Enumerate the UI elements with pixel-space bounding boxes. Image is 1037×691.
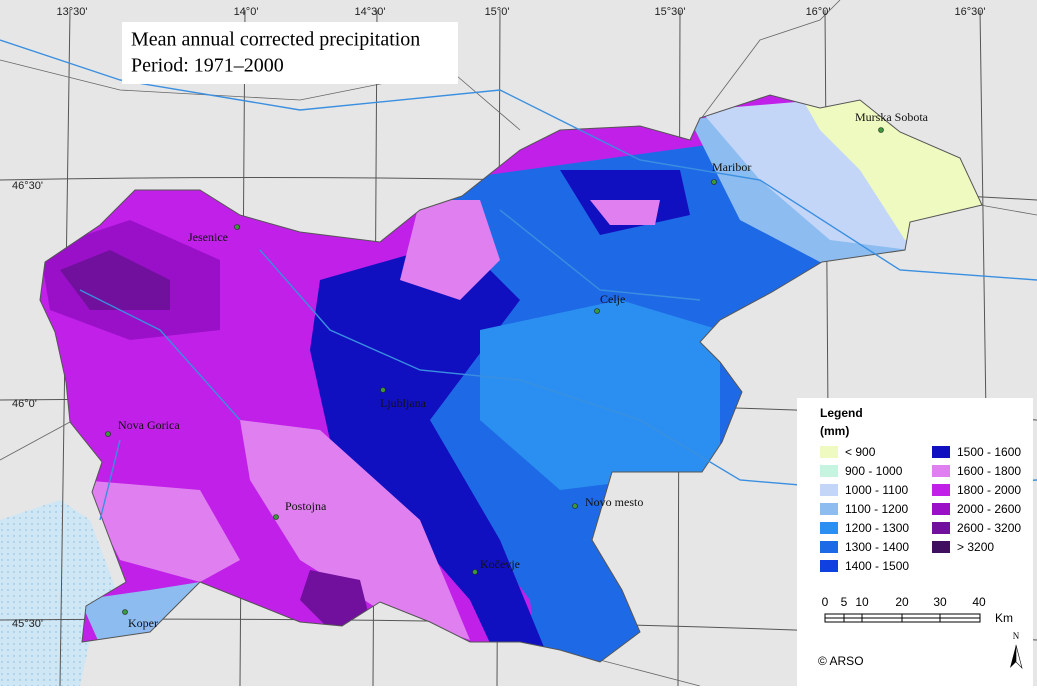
legend-label: 1000 - 1100: [845, 483, 908, 497]
city-label: Ljubljana: [380, 396, 427, 410]
legend-unit: (mm): [820, 424, 849, 438]
legend-label: < 900: [845, 445, 876, 459]
city-label: Novo mesto: [585, 495, 643, 509]
city-label: Kočevje: [480, 557, 520, 571]
legend-swatch: [932, 446, 950, 458]
city-marker: [380, 387, 386, 393]
title: Mean annual corrected precipitation: [131, 29, 420, 51]
copyright: © ARSO: [818, 654, 864, 668]
latitude-label: 46°0': [12, 398, 37, 410]
precipitation-zone: [300, 570, 370, 630]
legend-label: 1600 - 1800: [957, 464, 1021, 478]
scale-label: 5: [841, 595, 848, 609]
legend-label: 1300 - 1400: [845, 540, 909, 554]
city-label: Murska Sobota: [855, 110, 929, 124]
scale-bar: [824, 613, 981, 623]
city-marker: [122, 609, 128, 615]
legend-label: 1100 - 1200: [845, 502, 908, 516]
longitude-label: 14°0': [234, 6, 259, 18]
scale-label: 0: [822, 595, 829, 609]
city-marker: [234, 224, 240, 230]
legend-swatch: [820, 465, 838, 477]
city-label: Koper: [128, 616, 158, 630]
legend-swatch: [820, 484, 838, 496]
north-arrow: [1015, 644, 1023, 669]
legend-swatch: [820, 503, 838, 515]
city-marker: [572, 503, 578, 509]
legend-swatch: [932, 503, 950, 515]
legend-label: 2000 - 2600: [957, 502, 1021, 516]
country-border: [39, 94, 983, 663]
city-label: Postojna: [285, 499, 327, 513]
longitude-label: 13°30': [57, 6, 88, 18]
city-label: Nova Gorica: [118, 418, 180, 432]
longitude-label: 15°30': [655, 6, 686, 18]
city-marker: [472, 569, 478, 575]
north-arrow: [1010, 645, 1016, 668]
precipitation-zone: [480, 300, 720, 490]
city-marker: [105, 431, 111, 437]
scale-label: Km: [995, 611, 1013, 625]
north-label: N: [1013, 631, 1020, 641]
longitude-label: 14°30': [355, 6, 386, 18]
legend-label: > 3200: [957, 540, 994, 554]
legend-swatch: [932, 541, 950, 553]
legend-label: 1200 - 1300: [845, 521, 909, 535]
city-marker: [273, 514, 279, 520]
longitude-label: 16°30': [955, 6, 986, 18]
longitude-label: 15°0': [485, 6, 510, 18]
longitude-label: 16°0': [806, 6, 831, 18]
precipitation-zone: [590, 200, 660, 225]
city-label: Maribor: [712, 160, 751, 174]
legend-swatch: [932, 522, 950, 534]
legend-swatch: [820, 522, 838, 534]
legend-swatch: [820, 560, 838, 572]
legend-swatch: [820, 446, 838, 458]
scale-label: 30: [933, 595, 947, 609]
city-marker: [711, 179, 717, 185]
scale-label: 40: [972, 595, 986, 609]
precipitation-zone: [80, 480, 240, 582]
city-label: Jesenice: [188, 230, 228, 244]
legend-label: 1400 - 1500: [845, 559, 909, 573]
legend-swatch: [932, 465, 950, 477]
legend-label: 900 - 1000: [845, 464, 903, 478]
legend-label: 1500 - 1600: [957, 445, 1021, 459]
legend-title: Legend: [820, 406, 863, 420]
latitude-label: 46°30': [12, 180, 43, 192]
precipitation-zone: [60, 250, 170, 310]
legend-swatch: [932, 484, 950, 496]
precipitation-zone: [310, 240, 560, 662]
legend-swatch: [820, 541, 838, 553]
legend-label: 1800 - 2000: [957, 483, 1021, 497]
city-marker: [594, 308, 600, 314]
precipitation-zone: [400, 200, 500, 300]
scale-label: 20: [895, 595, 909, 609]
scale-label: 10: [855, 595, 869, 609]
legend-label: 2600 - 3200: [957, 521, 1021, 535]
precipitation-zone: [240, 420, 470, 640]
subtitle: Period: 1971–2000: [131, 55, 284, 77]
latitude-label: 45°30': [12, 618, 43, 630]
title-box: [122, 22, 458, 84]
city-label: Celje: [600, 292, 625, 306]
city-marker: [878, 127, 884, 133]
